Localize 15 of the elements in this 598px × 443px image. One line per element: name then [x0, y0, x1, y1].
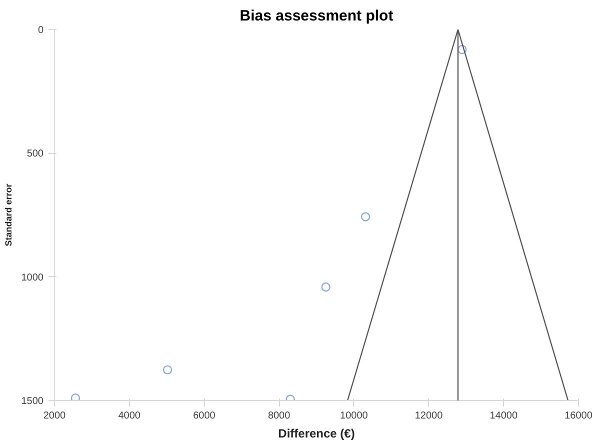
y-tick-label: 1000 — [21, 272, 44, 284]
y-tick-label: 500 — [26, 148, 44, 160]
chart-title: Bias assessment plot — [240, 8, 394, 24]
x-tick-label: 2000 — [43, 410, 66, 422]
x-tick-label: 8000 — [268, 410, 291, 422]
x-axis-title: Difference (€) — [278, 426, 355, 440]
y-axis-title: Standard error — [3, 183, 14, 246]
y-tick-label: 0 — [38, 25, 44, 36]
x-tick-label: 16000 — [564, 410, 593, 422]
x-tick-label: 12000 — [414, 410, 444, 422]
y-tick-label: 1500 — [21, 396, 44, 407]
x-tick-label: 6000 — [193, 410, 216, 422]
x-tick-label: 10000 — [340, 410, 368, 422]
x-tick-label: 14000 — [490, 410, 518, 422]
x-tick-label: 4000 — [118, 410, 141, 422]
